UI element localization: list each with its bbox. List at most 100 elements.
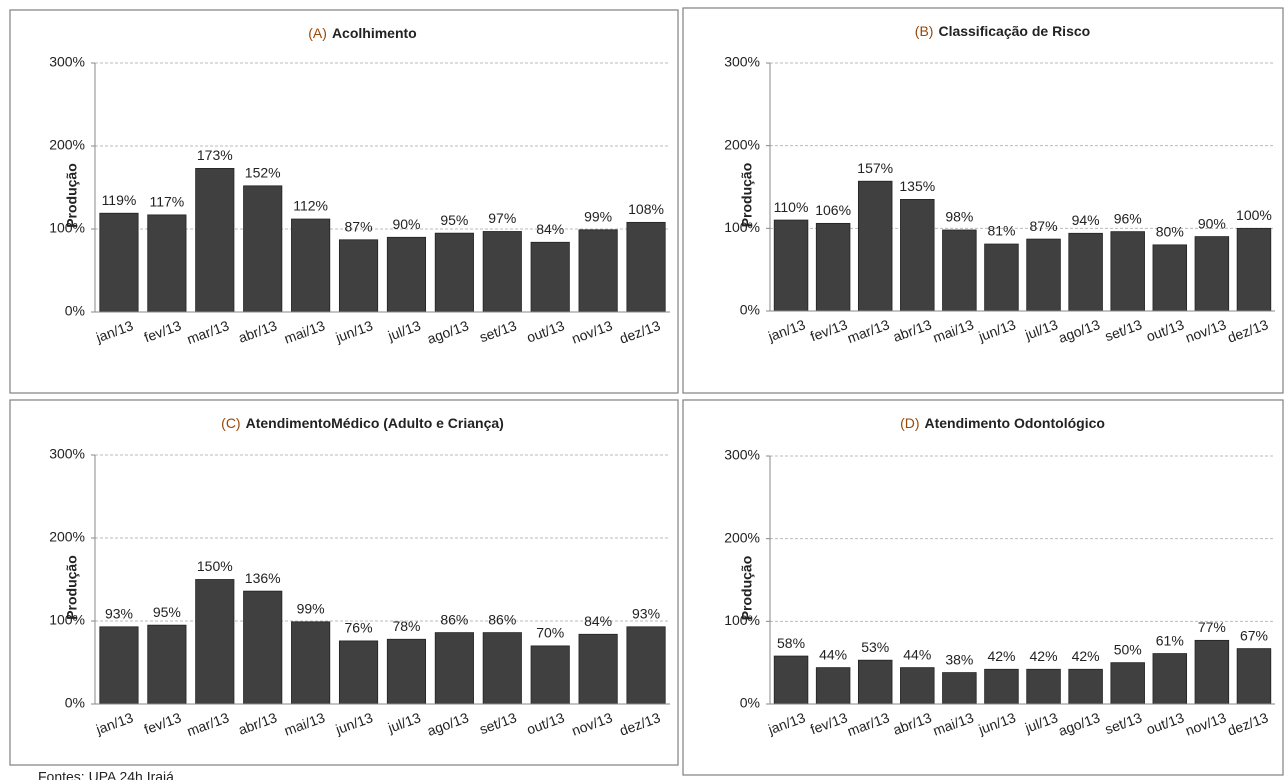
bar (900, 198, 935, 312)
value-label: 76% (345, 620, 373, 636)
value-label: 84% (584, 613, 612, 629)
bar (195, 579, 235, 705)
x-tick-label: out/13 (1144, 316, 1186, 344)
value-label: 152% (245, 165, 281, 181)
panel-border (682, 399, 1284, 776)
x-tick-label: mai/13 (931, 709, 976, 738)
y-tick-label: 300% (49, 446, 85, 462)
x-tick-label: jan/13 (765, 709, 807, 737)
x-tick-label: mai/13 (931, 316, 976, 345)
y-tick-label: 0% (740, 695, 760, 711)
y-tick-label: 300% (49, 54, 85, 70)
source-note: Fontes: UPA 24h Irajá (38, 769, 174, 780)
bar (578, 229, 618, 313)
x-tick-label: jul/13 (385, 709, 423, 736)
bar (291, 218, 331, 313)
x-tick-label: dez/13 (617, 317, 662, 346)
bar (1026, 238, 1061, 312)
value-label: 173% (197, 147, 233, 163)
bar (291, 621, 331, 705)
x-tick-label: set/13 (477, 317, 519, 345)
y-tick-label: 100% (49, 612, 85, 628)
value-label: 108% (628, 201, 664, 217)
value-label: 38% (945, 651, 973, 667)
y-tick-label: 0% (740, 302, 760, 318)
bar (1110, 231, 1145, 312)
value-label: 67% (1240, 627, 1268, 643)
x-tick-label: dez/13 (1225, 709, 1270, 738)
x-tick-label: nov/13 (569, 317, 614, 346)
bar (1194, 236, 1230, 312)
y-tick-label: 100% (724, 612, 760, 628)
title-text: Acolhimento (332, 25, 417, 41)
bar (942, 672, 977, 705)
panel-border (9, 399, 679, 766)
value-label: 44% (903, 646, 931, 662)
value-label: 87% (345, 218, 373, 234)
bar (338, 239, 379, 313)
chart-title: (A) Acolhimento (308, 25, 416, 41)
x-tick-label: jul/13 (1022, 316, 1060, 343)
value-label: 53% (861, 639, 889, 655)
bar (815, 667, 851, 705)
value-label: 81% (987, 223, 1015, 239)
value-label: 98% (945, 209, 973, 225)
value-label: 90% (392, 216, 420, 232)
bar (338, 640, 379, 705)
value-label: 119% (102, 192, 137, 208)
x-tick-label: jun/13 (333, 709, 375, 737)
y-tick-label: 0% (65, 695, 85, 711)
y-tick-label: 0% (65, 303, 85, 319)
y-tick-label: 200% (49, 137, 85, 153)
value-label: 87% (1030, 218, 1058, 234)
bar (984, 668, 1019, 705)
y-axis-label: Produção (64, 555, 80, 620)
value-label: 42% (1072, 648, 1100, 664)
x-tick-label: mar/13 (845, 709, 892, 739)
value-label: 93% (105, 606, 133, 622)
value-label: 93% (632, 606, 660, 622)
bar (1026, 668, 1061, 705)
x-tick-label: fev/13 (808, 709, 850, 737)
value-label: 95% (153, 604, 181, 620)
bar (1194, 639, 1230, 705)
bar (984, 243, 1019, 312)
panel-border (682, 7, 1284, 394)
y-tick-label: 100% (49, 220, 85, 236)
x-tick-label: mai/13 (282, 709, 327, 738)
x-tick-label: set/13 (1103, 709, 1145, 737)
y-axis-label: Produção (739, 556, 755, 621)
x-tick-label: mar/13 (845, 316, 892, 346)
value-label: 78% (392, 618, 420, 634)
panel-letter: (D) (900, 415, 919, 431)
value-label: 70% (536, 625, 564, 641)
x-tick-label: jun/13 (975, 709, 1017, 737)
panel-letter: (B) (915, 23, 934, 39)
value-label: 96% (1114, 210, 1142, 226)
bar (773, 655, 809, 705)
value-label: 97% (488, 210, 516, 226)
value-label: 58% (777, 635, 805, 651)
x-tick-label: out/13 (524, 317, 566, 345)
x-tick-label: out/13 (1144, 709, 1186, 737)
value-label: 99% (584, 209, 612, 225)
bar (626, 221, 666, 313)
x-tick-label: jul/13 (1022, 709, 1060, 736)
bar (243, 590, 283, 705)
value-label: 44% (819, 646, 847, 662)
x-tick-label: ago/13 (425, 317, 471, 347)
y-tick-label: 200% (49, 529, 85, 545)
x-tick-label: jan/13 (765, 316, 807, 344)
bar (1110, 662, 1145, 705)
bar (815, 222, 851, 312)
y-tick-label: 200% (724, 529, 760, 545)
x-tick-label: dez/13 (1225, 316, 1270, 345)
bar (1236, 227, 1272, 312)
value-label: 112% (293, 198, 328, 214)
value-label: 110% (774, 199, 809, 215)
x-tick-label: abr/13 (236, 709, 279, 738)
title-text: Atendimento Odontológico (925, 415, 1105, 431)
bar (1152, 244, 1188, 312)
